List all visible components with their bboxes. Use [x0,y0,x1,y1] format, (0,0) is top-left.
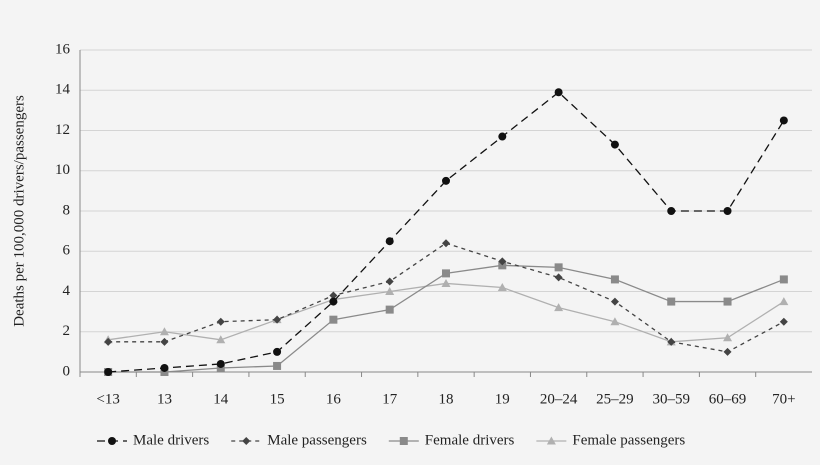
marker [667,207,676,215]
marker [108,437,116,445]
marker [385,237,394,246]
marker [554,88,563,97]
x-tick-label: 30–59 [652,391,690,407]
marker [498,261,507,270]
marker [779,275,788,284]
marker [159,327,169,336]
x-tick-label: 16 [326,391,342,407]
marker [779,317,788,326]
y-tick-label: 8 [63,202,71,218]
y-tick-label: 4 [63,283,71,299]
marker [104,368,113,376]
x-tick-label: 20–24 [540,391,578,407]
legend-label: Male passengers [267,432,367,448]
marker [160,337,169,346]
marker [441,278,451,287]
marker [273,361,282,370]
marker [442,269,450,278]
marker [723,333,733,342]
marker [216,363,225,372]
y-axis-label: Deaths per 100,000 drivers/passengers [11,95,27,327]
marker [554,263,563,272]
x-tick-label: 13 [157,391,172,407]
x-tick-label: 25–29 [596,391,634,407]
y-tick-label: 10 [55,162,70,178]
marker [329,291,338,300]
marker [723,297,732,306]
legend-label: Male drivers [133,432,209,448]
series-line [108,91,785,373]
marker [610,297,619,306]
marker [329,297,338,306]
marker [498,132,507,141]
marker [723,347,732,356]
marker [610,140,619,149]
marker [216,359,225,368]
y-tick-label: 14 [55,82,71,98]
x-tick-label: 15 [270,391,285,407]
y-tick-label: 0 [63,363,71,379]
marker [273,347,282,356]
marker [385,277,394,286]
marker [104,337,113,346]
marker [442,176,450,185]
x-tick-label: 60–69 [709,391,747,407]
legend-label: Female drivers [425,432,515,448]
marker [399,437,408,445]
marker [554,303,564,312]
marker [610,317,620,326]
marker [554,273,563,282]
x-tick-label: 70+ [772,391,795,407]
x-tick-label: 19 [495,391,510,407]
x-tick-label: 17 [382,391,398,407]
marker [667,297,676,306]
marker [442,239,450,248]
marker [667,337,676,346]
series-line [108,242,785,353]
marker [273,315,282,324]
marker [779,297,789,306]
x-tick-label: 18 [439,391,454,407]
y-tick-label: 16 [55,41,71,57]
x-tick-label: <13 [96,391,119,407]
marker [385,305,394,314]
y-tick-label: 6 [63,243,71,259]
marker [329,315,338,324]
marker [610,275,619,284]
marker [160,363,169,372]
y-tick-label: 12 [55,122,70,138]
marker [546,436,556,445]
marker [723,207,732,215]
y-tick-label: 2 [63,323,71,339]
marker [242,437,251,445]
marker [385,287,395,295]
marker [497,282,507,291]
series-line [108,282,785,343]
legend-label: Female passengers [572,432,685,448]
marker [216,335,226,344]
marker [779,116,788,125]
marker [160,368,169,376]
x-tick-label: 14 [213,391,229,407]
marker [498,257,507,266]
marker [216,317,225,326]
